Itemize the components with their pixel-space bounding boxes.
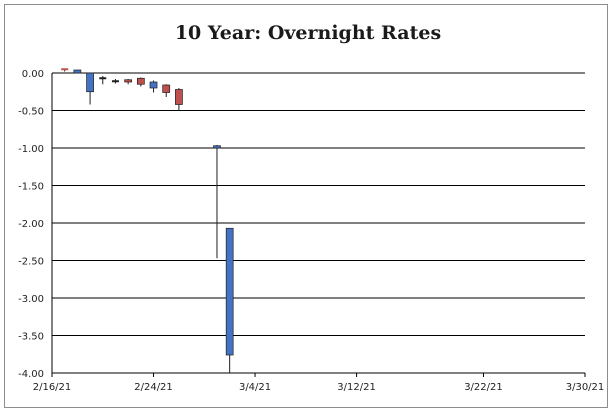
y-tick-label: -3.00 xyxy=(18,294,44,305)
candle-body xyxy=(136,77,145,85)
x-tick-label: 3/22/21 xyxy=(464,382,503,393)
candle-body xyxy=(213,145,221,149)
y-tick-label: 0.00 xyxy=(22,69,44,80)
x-tick-label: 2/24/21 xyxy=(134,382,173,393)
candle-body xyxy=(175,89,183,105)
y-tick-label: -0.50 xyxy=(18,107,44,118)
y-tick-label: -2.50 xyxy=(18,257,44,268)
candle-body xyxy=(86,72,94,93)
candle-body xyxy=(73,69,82,74)
y-tick-label: -1.00 xyxy=(18,144,44,155)
candle-body xyxy=(124,79,132,83)
x-tick-label: 3/30/21 xyxy=(566,382,605,393)
candle-body xyxy=(225,227,234,356)
chart-frame xyxy=(4,4,608,408)
y-tick-label: -1.50 xyxy=(18,182,44,193)
x-tick-label: 3/4/21 xyxy=(239,382,271,393)
x-tick-label: 2/16/21 xyxy=(33,382,72,393)
y-tick-label: -4.00 xyxy=(18,369,44,380)
y-tick-label: -2.00 xyxy=(18,219,44,230)
x-tick-label: 3/12/21 xyxy=(337,382,376,393)
candle-body xyxy=(162,84,171,93)
candle-body xyxy=(149,81,158,89)
y-tick-label: -3.50 xyxy=(18,332,44,343)
chart-title: 10 Year: Overnight Rates xyxy=(174,22,442,44)
